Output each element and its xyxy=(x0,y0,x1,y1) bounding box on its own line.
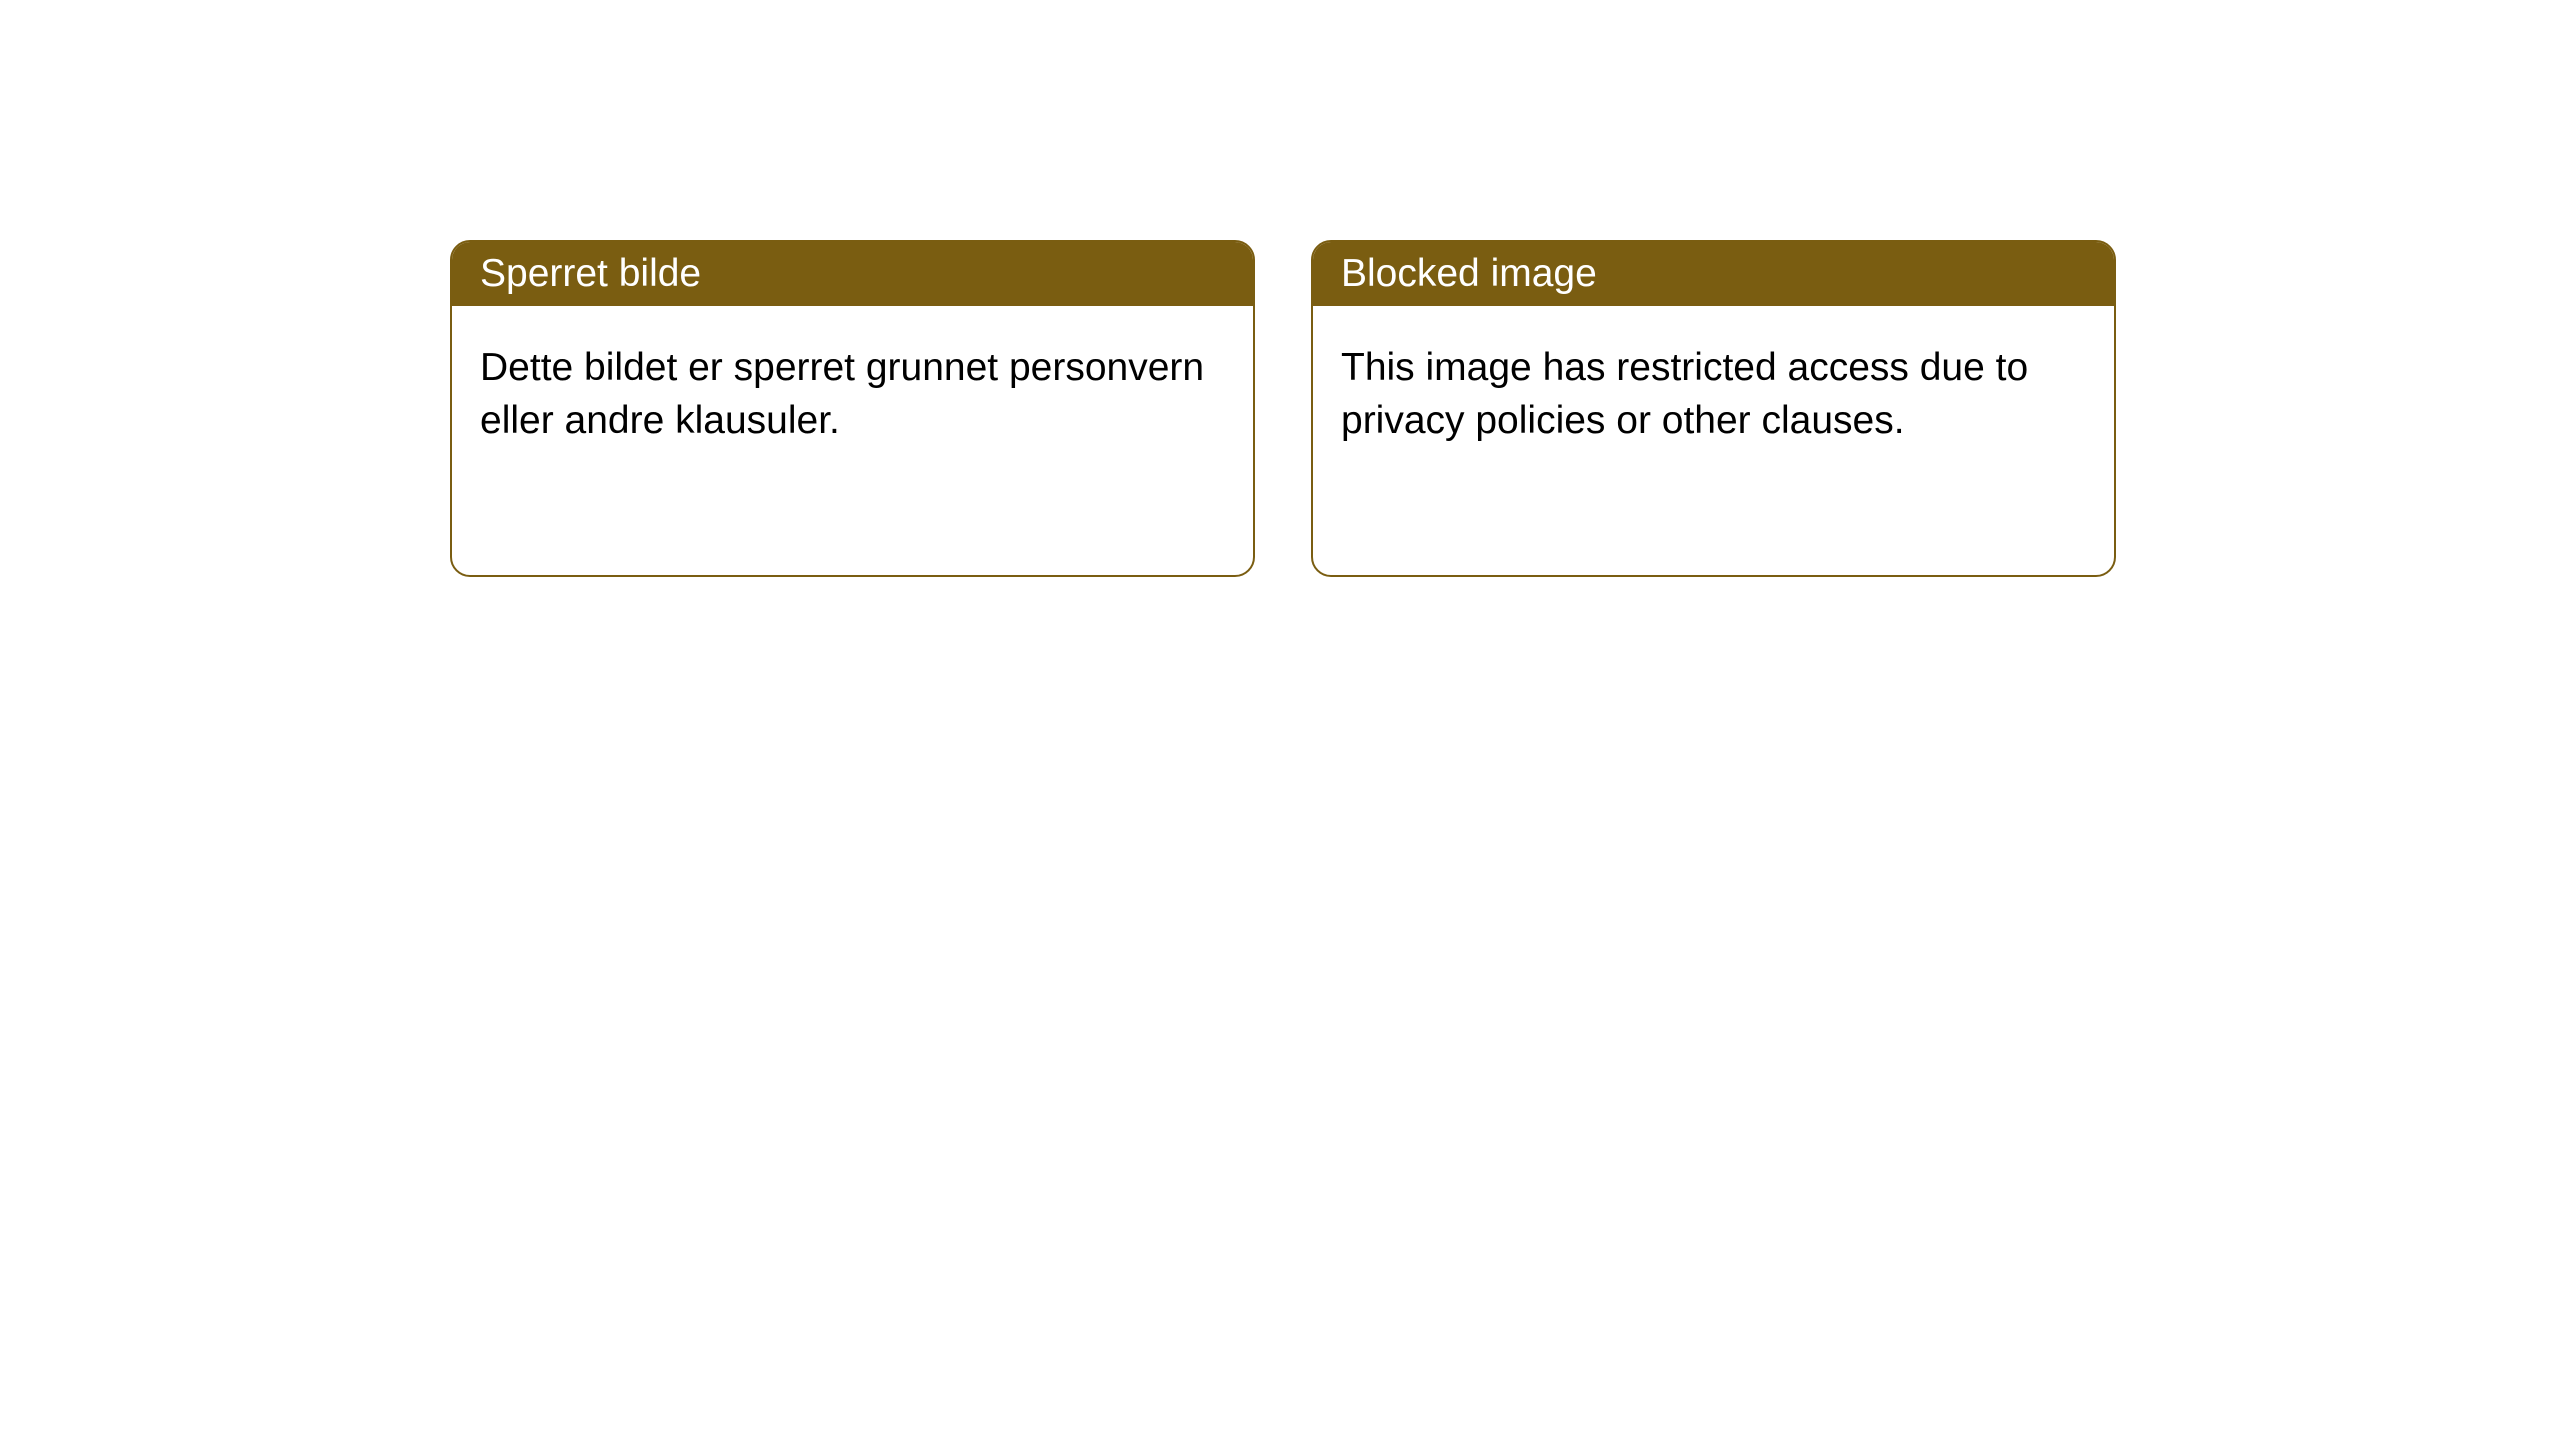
card-body: This image has restricted access due to … xyxy=(1313,306,2114,483)
card-body-text: Dette bildet er sperret grunnet personve… xyxy=(480,346,1204,442)
card-title: Sperret bilde xyxy=(480,252,701,295)
card-body: Dette bildet er sperret grunnet personve… xyxy=(452,306,1253,483)
notice-container: Sperret bilde Dette bildet er sperret gr… xyxy=(0,0,2560,577)
card-header: Blocked image xyxy=(1313,242,2114,306)
notice-card-english: Blocked image This image has restricted … xyxy=(1311,240,2116,577)
notice-card-norwegian: Sperret bilde Dette bildet er sperret gr… xyxy=(450,240,1255,577)
card-title: Blocked image xyxy=(1341,252,1597,295)
card-body-text: This image has restricted access due to … xyxy=(1341,346,2028,442)
card-header: Sperret bilde xyxy=(452,242,1253,306)
